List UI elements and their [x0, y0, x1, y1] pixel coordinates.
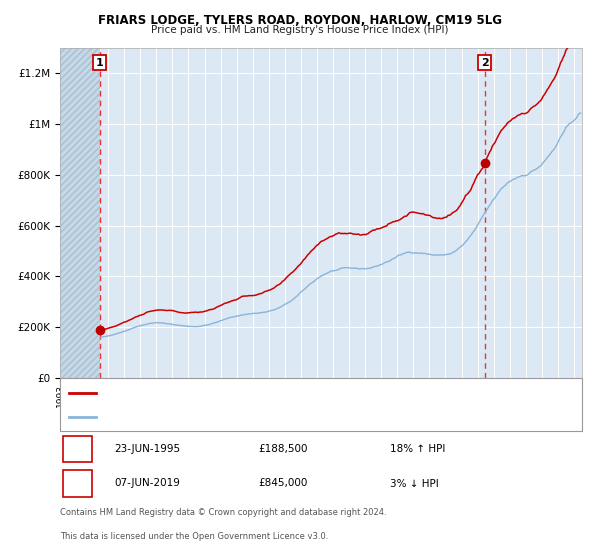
- Text: FRIARS LODGE, TYLERS ROAD, ROYDON, HARLOW, CM19 5LG (detached house): FRIARS LODGE, TYLERS ROAD, ROYDON, HARLO…: [101, 388, 491, 398]
- Text: 1: 1: [96, 58, 104, 68]
- Text: FRIARS LODGE, TYLERS ROAD, ROYDON, HARLOW, CM19 5LG: FRIARS LODGE, TYLERS ROAD, ROYDON, HARLO…: [98, 14, 502, 27]
- Text: 1: 1: [74, 444, 81, 454]
- Text: Contains HM Land Registry data © Crown copyright and database right 2024.: Contains HM Land Registry data © Crown c…: [60, 508, 386, 517]
- Text: 07-JUN-2019: 07-JUN-2019: [114, 478, 180, 488]
- Text: Price paid vs. HM Land Registry's House Price Index (HPI): Price paid vs. HM Land Registry's House …: [151, 25, 449, 35]
- Text: £188,500: £188,500: [258, 444, 308, 454]
- Text: HPI: Average price, detached house, Epping Forest: HPI: Average price, detached house, Eppi…: [101, 412, 349, 422]
- Text: 18% ↑ HPI: 18% ↑ HPI: [390, 444, 445, 454]
- Bar: [60, 48, 100, 378]
- Text: 2: 2: [74, 478, 81, 488]
- Text: 3% ↓ HPI: 3% ↓ HPI: [390, 478, 439, 488]
- Text: This data is licensed under the Open Government Licence v3.0.: This data is licensed under the Open Gov…: [60, 533, 328, 542]
- Text: 2: 2: [481, 58, 488, 68]
- Text: 23-JUN-1995: 23-JUN-1995: [114, 444, 180, 454]
- Text: £845,000: £845,000: [258, 478, 307, 488]
